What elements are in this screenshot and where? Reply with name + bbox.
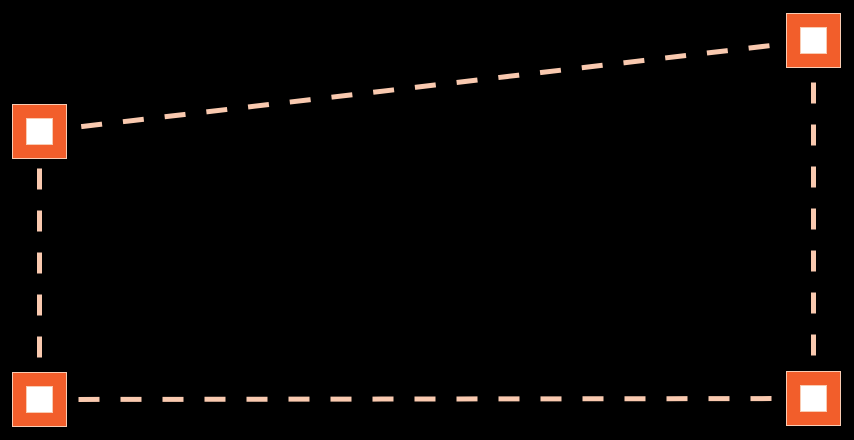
selection-handle-bottom-left[interactable] [12,372,67,427]
selection-handle-top-left[interactable] [12,104,67,159]
selection-edge-top [39,38,814,134]
selection-handle-inner [800,385,827,412]
selection-handle-inner [26,386,53,413]
selection-handle-bottom-right[interactable] [786,371,841,426]
selection-handle-top-right[interactable] [786,13,841,68]
selection-handle-inner [26,118,53,145]
selection-edge-bottom [39,396,814,402]
selection-handle-inner [800,27,827,54]
